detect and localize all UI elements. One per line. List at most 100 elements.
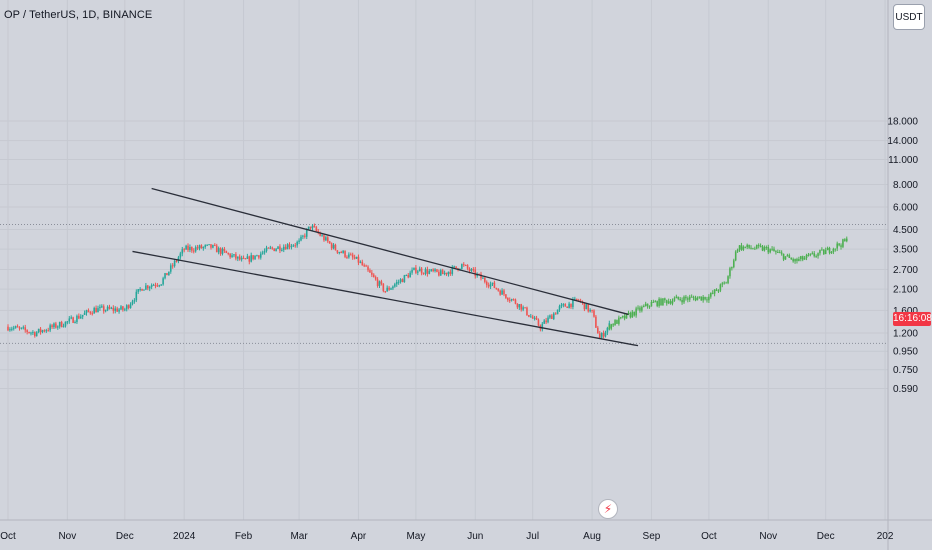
candle-body (137, 289, 140, 292)
candle-body (673, 298, 676, 301)
candle-body (175, 260, 178, 262)
candle-body (158, 285, 161, 287)
candle-body (750, 247, 752, 249)
candle-body (371, 272, 373, 275)
candle-body (822, 249, 825, 255)
candle-body (116, 308, 118, 312)
candle-body (468, 268, 471, 271)
candle-body (803, 257, 806, 260)
candle-body (87, 310, 90, 312)
upper-trendline[interactable] (151, 187, 629, 316)
candle-body (215, 245, 218, 253)
candle-body (403, 275, 406, 283)
candle-body (150, 285, 153, 288)
candle-body (570, 303, 572, 307)
candle-body (181, 249, 184, 254)
candle-body (700, 296, 703, 301)
candle-body (336, 250, 339, 253)
candle-body (315, 227, 318, 231)
candle-body (83, 312, 86, 315)
candle-body (836, 243, 838, 249)
candle-body (145, 285, 147, 290)
candle-body (572, 299, 574, 307)
candle-body (715, 289, 718, 291)
candle-body (198, 245, 201, 249)
candle-body (520, 304, 523, 310)
candle-body (438, 271, 440, 276)
candle-body (72, 317, 74, 323)
candle-body (91, 313, 94, 315)
candle-body (238, 256, 241, 260)
candle-body (598, 333, 601, 338)
candle-body (131, 301, 134, 305)
trendline-layer[interactable] (132, 187, 639, 347)
candle-body (305, 229, 308, 237)
candle-body (265, 247, 268, 251)
candle-body (627, 312, 630, 314)
price-tick-label: 1.600 (893, 306, 918, 317)
currency-button[interactable]: USDT (893, 4, 925, 30)
lower-trendline[interactable] (132, 250, 639, 347)
candle-body (227, 252, 230, 254)
candle-body (259, 253, 262, 258)
candle-body (796, 259, 798, 261)
candle-body (687, 298, 689, 300)
candle-body (642, 306, 645, 308)
candle-body (365, 265, 367, 267)
symbol-title[interactable]: OP / TetherUS, 1D, BINANCE (4, 9, 153, 21)
candle-body (472, 269, 475, 271)
candle-body (507, 297, 509, 301)
candle-body (66, 321, 69, 323)
candle-body (736, 249, 739, 252)
lightning-bolt-icon[interactable]: ⚡ (598, 499, 618, 519)
price-tick-label: 3.500 (893, 245, 918, 256)
candle-body (313, 225, 316, 228)
candle-body (219, 248, 222, 254)
candle-body (53, 323, 55, 328)
candle-body (353, 257, 356, 259)
candle-body (499, 290, 501, 295)
candle-body (731, 267, 733, 269)
candle-body (223, 248, 226, 251)
candle-body (252, 255, 254, 260)
candle-body (183, 249, 185, 251)
candle-body (432, 269, 434, 271)
candle-body (551, 315, 553, 319)
candle-body (698, 296, 701, 298)
candle-body (102, 306, 105, 312)
candle-body (549, 315, 551, 318)
time-tick-label: Dec (116, 531, 134, 542)
candle-body (286, 244, 289, 250)
candle-body (78, 315, 80, 319)
candle-body (635, 308, 637, 316)
time-tick-label: May (406, 531, 425, 542)
candle-body (654, 301, 657, 303)
candle-body (235, 254, 237, 259)
candle-body (422, 273, 425, 275)
candle-body (263, 250, 266, 253)
candle-body (330, 243, 333, 249)
candle-body (662, 298, 664, 306)
candle-body (708, 296, 710, 301)
candle-body (74, 322, 76, 324)
candle-body (367, 266, 369, 271)
candle-body (508, 300, 511, 302)
candle-body (625, 313, 628, 319)
candle-body (780, 252, 783, 254)
candle-body (805, 254, 808, 258)
time-axis[interactable]: Oct Nov Dec 2024 Feb Mar Apr May Jun Jul Aug Sep Oct… (0, 519, 932, 542)
candle-body (782, 253, 785, 260)
price-axis[interactable]: 18.000 14.000 11.000 8.000 6.000 4.500 3.500 2.… (887, 0, 918, 550)
candle-body (778, 252, 781, 254)
candle-body (35, 332, 38, 337)
candle-body (844, 239, 846, 242)
candle-body (742, 246, 745, 250)
candle-body (752, 248, 754, 250)
candle-body (210, 244, 212, 248)
candle-body (388, 287, 390, 290)
candle-body (392, 286, 394, 289)
candle-body (497, 288, 500, 291)
candle-body (376, 279, 379, 286)
candle-body (541, 323, 544, 330)
